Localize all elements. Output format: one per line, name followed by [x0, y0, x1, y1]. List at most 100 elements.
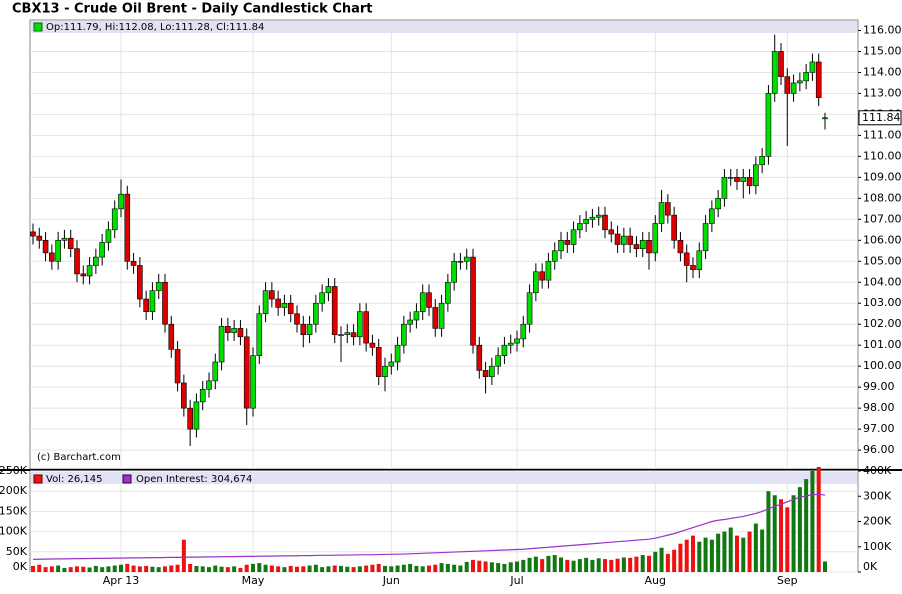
candle-body [86, 265, 93, 277]
volume-bar [251, 563, 255, 572]
legend-swatch [33, 474, 43, 484]
volume-bar [49, 566, 54, 572]
volume-tick-label: 200K [0, 484, 28, 497]
volume-bar [31, 565, 35, 572]
volume-bar [823, 561, 827, 572]
volume-bar [628, 557, 633, 572]
candle-body [331, 286, 338, 336]
candle-body [564, 240, 571, 245]
candle-body [93, 256, 99, 266]
candle-body [212, 361, 219, 382]
candle-body [545, 260, 552, 281]
candle-body [419, 292, 426, 312]
volume-bar [527, 557, 532, 572]
y2-tick-label: 200K [863, 515, 892, 528]
volume-bar [735, 535, 739, 572]
volume-bar [571, 560, 576, 572]
volume-bar [502, 563, 507, 572]
candle-body [187, 407, 193, 430]
y-tick-label: 110.00 [863, 149, 902, 162]
volume-bar [213, 565, 218, 572]
volume-panel [29, 470, 859, 573]
candle-body [533, 271, 539, 294]
volume-bar [269, 565, 274, 572]
candle-body [350, 332, 357, 338]
candle-body [55, 240, 61, 262]
candle-body [67, 237, 74, 249]
candle-body [815, 61, 822, 98]
x-tick-label: Jul [509, 574, 523, 587]
volume-bar [156, 567, 161, 572]
volume-bar [414, 565, 419, 572]
y-tick-label: 102.00 [863, 317, 902, 330]
x-tick-label: Apr 13 [103, 574, 140, 587]
candle-body [375, 347, 382, 377]
volume-bar [672, 549, 677, 572]
volume-bar [741, 537, 746, 572]
y-tick-label: 100.00 [863, 359, 902, 372]
candle-body [583, 219, 589, 224]
candle-body [803, 72, 809, 82]
volume-bar [62, 567, 67, 572]
volume-bar [772, 495, 777, 572]
candle-body [765, 93, 772, 157]
candle-body [614, 233, 621, 245]
y-tick-label: 104.00 [863, 275, 902, 288]
volume-bar [515, 561, 519, 572]
candle-body [683, 252, 690, 266]
x-tick-label: Jun [382, 574, 400, 587]
candle-body [753, 164, 759, 187]
candle-body [501, 344, 508, 357]
volume-bar [326, 566, 331, 572]
volume-bar [364, 565, 369, 572]
volume-bar [458, 565, 463, 572]
candle-body [463, 256, 470, 262]
volume-bar [288, 565, 293, 572]
volume-bar [376, 563, 381, 572]
volume-bar [584, 557, 589, 572]
candle-body [206, 380, 212, 390]
chart-title: CBX13 - Crude Oil Brent - Daily Candlest… [12, 2, 373, 17]
candle-body [99, 242, 105, 258]
volume-bar [647, 555, 651, 572]
volume-bar [439, 563, 444, 572]
legend-swatch [33, 22, 43, 32]
volume-bar [320, 567, 325, 572]
volume-bar [691, 535, 695, 572]
candle-body [633, 244, 640, 249]
candle-body [394, 344, 401, 363]
candle-body [677, 240, 684, 254]
y-tick-label: 97.00 [863, 422, 895, 435]
volume-bar [295, 566, 299, 572]
volume-bar [68, 567, 73, 572]
volume-bar [131, 565, 136, 572]
volume-bar [464, 561, 469, 572]
candle-body [646, 240, 652, 254]
volume-bar [37, 564, 42, 572]
candle-body [300, 323, 307, 336]
candle-body [771, 51, 778, 94]
volume-bar [716, 533, 721, 572]
volume-bar [357, 566, 362, 572]
candle-body [36, 235, 43, 241]
volume-bar [408, 563, 413, 572]
candle-body [715, 198, 721, 210]
candle-body [225, 326, 231, 333]
volume-bar [590, 559, 595, 572]
candle-body [181, 382, 187, 409]
candle-body [595, 214, 602, 218]
candle-body [149, 290, 156, 312]
candle-body [162, 281, 168, 325]
y-tick-label: 115.00 [863, 44, 902, 57]
candle-body [74, 248, 80, 275]
candle-body [413, 311, 420, 321]
volume-bar [232, 566, 237, 572]
volume-bar [181, 539, 186, 572]
volume-bar [609, 559, 614, 572]
candle-body [702, 223, 709, 252]
candle-body [262, 290, 269, 315]
y-tick-label: 99.00 [863, 380, 895, 393]
volume-bar [471, 559, 475, 572]
candle-body [168, 323, 175, 350]
